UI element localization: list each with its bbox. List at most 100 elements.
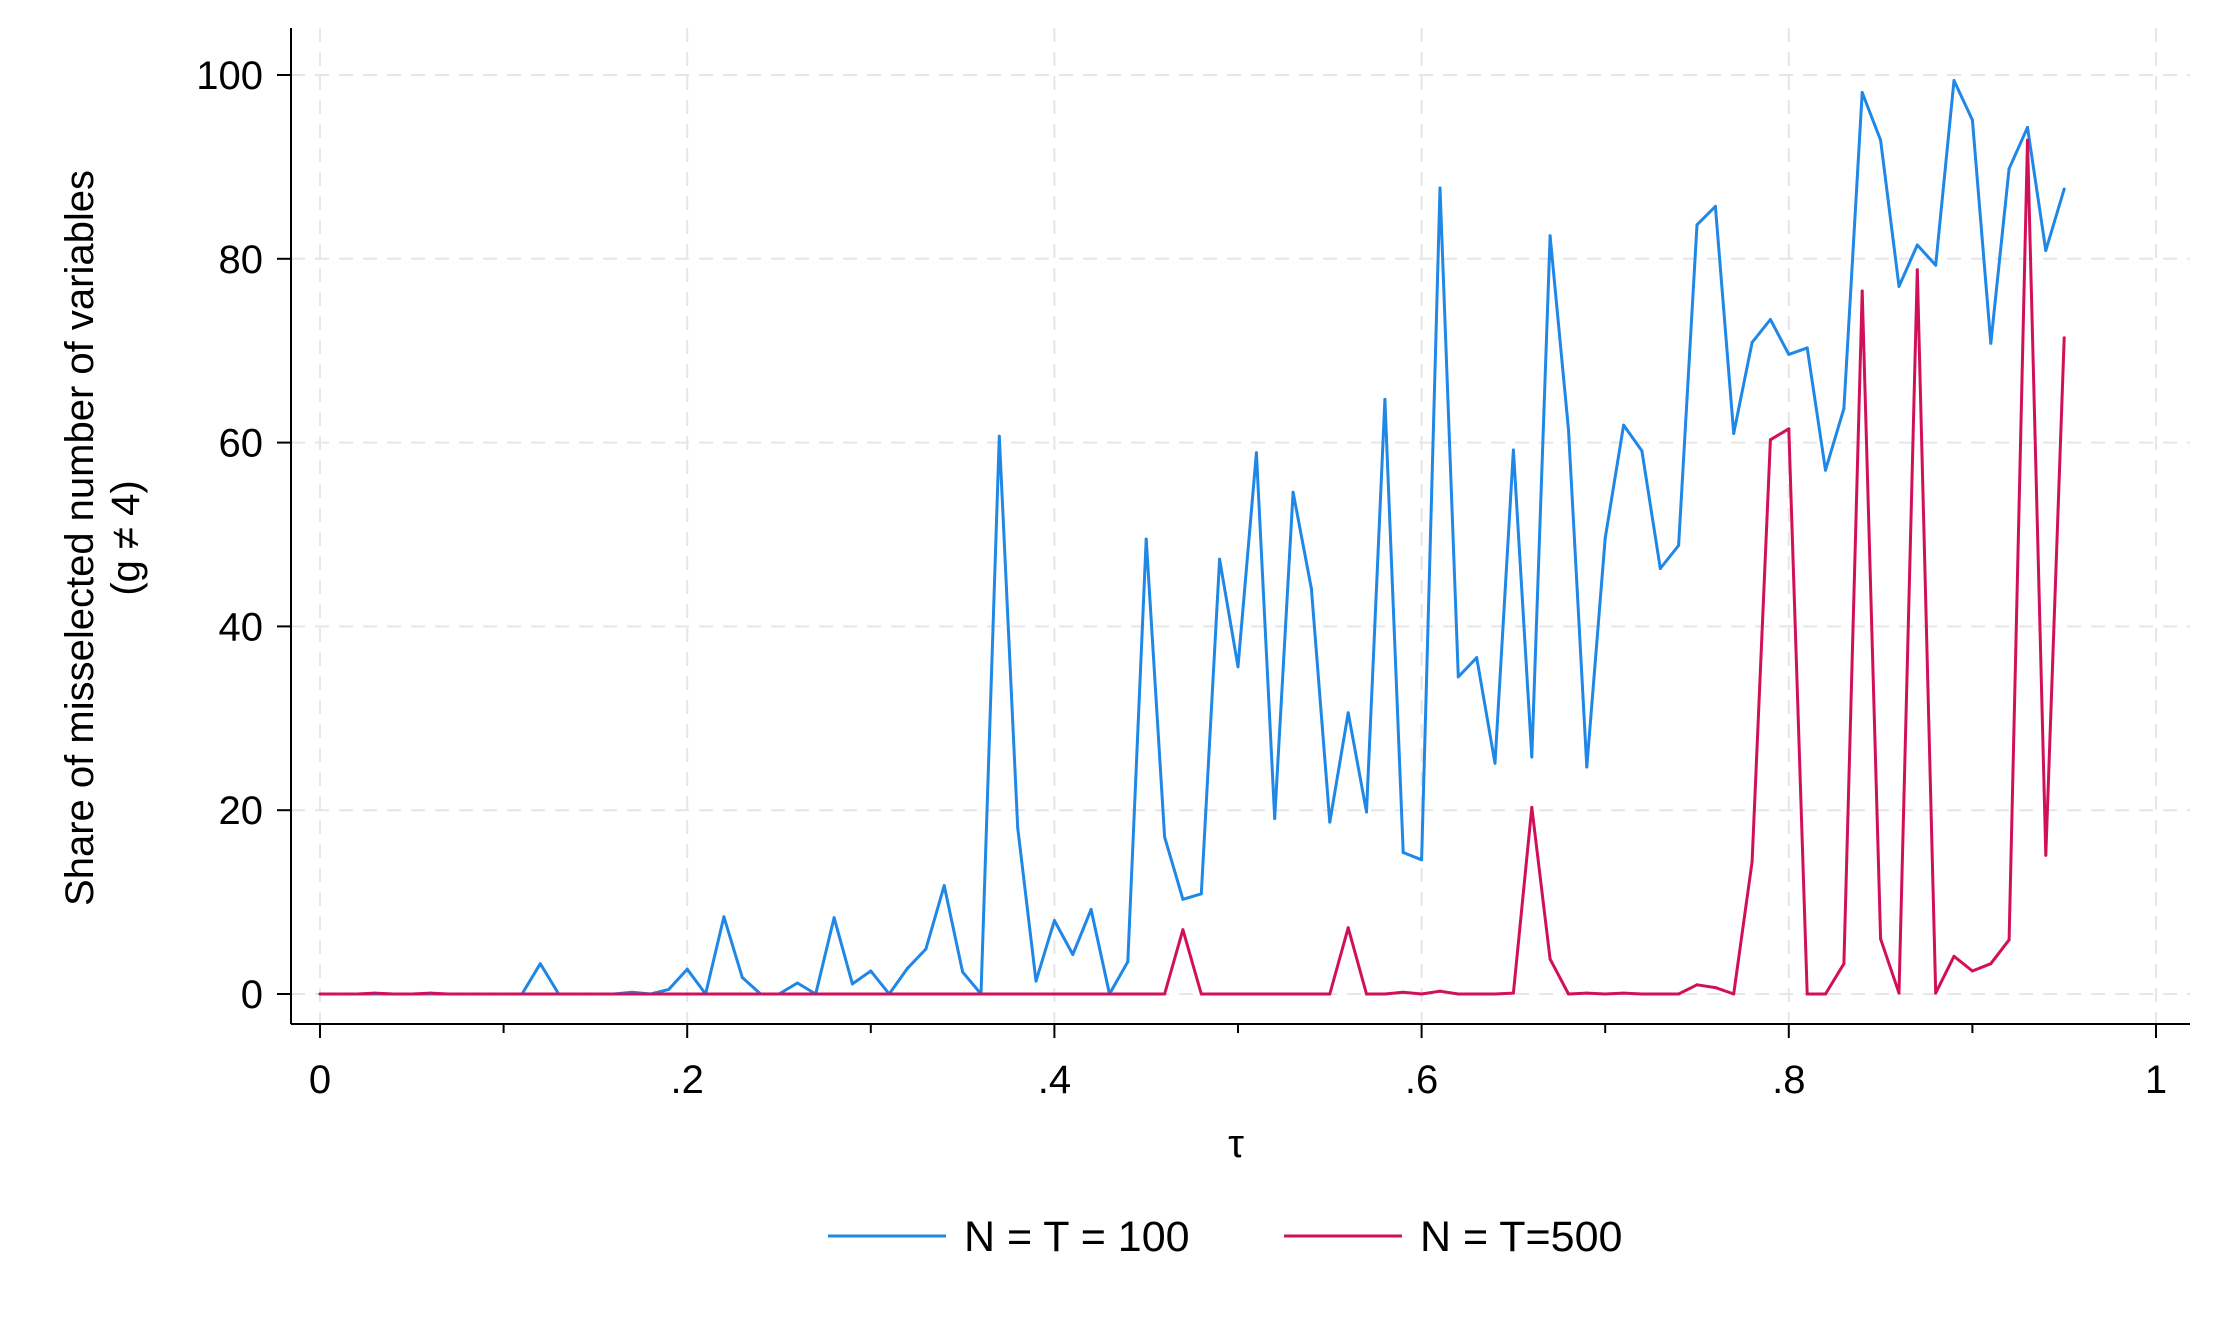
series-1-point <box>685 967 689 971</box>
series-2-point <box>1695 983 1699 987</box>
series-1-point <box>1603 536 1607 540</box>
x-tick-label: .6 <box>1405 1058 1438 1102</box>
axes <box>290 28 2190 1025</box>
series-2-point <box>740 992 744 996</box>
series-2-point <box>1530 805 1534 809</box>
series-2-point <box>538 992 542 996</box>
series-2-point <box>1126 992 1130 996</box>
series-2-point <box>1511 991 1515 995</box>
series-lines <box>320 79 2066 996</box>
series-2-point <box>318 992 322 996</box>
series-2-point <box>961 992 965 996</box>
x-tick-label: 0 <box>309 1058 331 1102</box>
series-2-point <box>869 992 873 996</box>
series-1-point <box>740 976 744 979</box>
series-1-point <box>1860 91 1864 94</box>
series-1-point <box>1034 979 1038 983</box>
series-1-point <box>795 981 799 985</box>
series-2-point <box>1768 438 1772 442</box>
series-1-point <box>1511 448 1515 452</box>
series-2-point <box>1401 990 1405 994</box>
series-1-point <box>1622 423 1626 427</box>
series-1-point <box>538 962 542 966</box>
series-1-point <box>906 966 909 970</box>
series-2-point <box>814 992 818 996</box>
series-2-point <box>1585 991 1589 995</box>
data-points <box>318 79 2066 996</box>
series-2-point <box>1548 957 1552 961</box>
series-2-point <box>373 991 377 995</box>
series-1-point <box>1879 138 1883 142</box>
series-2-point <box>1842 962 1846 966</box>
series-2-point <box>336 992 340 996</box>
series-2-point <box>2062 336 2066 340</box>
series-2-point <box>1034 992 1038 996</box>
series-2-point <box>1254 992 1258 996</box>
series-1-point <box>1750 340 1754 344</box>
series-2-point <box>722 992 726 996</box>
y-axis-title-line1: Share of misselected number of variables <box>58 170 102 906</box>
series-1-point <box>1677 544 1681 547</box>
series-1-point <box>1934 263 1938 267</box>
series-2-point <box>1677 992 1681 996</box>
series-2-point <box>1824 992 1827 996</box>
series-1-point <box>1695 223 1699 227</box>
series-2-point <box>887 992 891 996</box>
series-2-point <box>1970 969 1974 973</box>
series-2-point <box>1860 289 1864 293</box>
series-2-point <box>1273 992 1277 996</box>
series-1-point <box>1071 953 1075 956</box>
series-2-point <box>2026 138 2029 142</box>
series-2-point <box>1420 992 1424 996</box>
series-1-point <box>1640 449 1644 453</box>
series-2-point <box>795 992 799 996</box>
y-tick-label: 80 <box>219 238 264 282</box>
series-1-point <box>1163 835 1167 839</box>
y-tick-label: 40 <box>219 605 264 649</box>
series-2-point <box>777 992 781 996</box>
series-1-point <box>961 970 965 974</box>
series-1-point <box>1236 665 1240 669</box>
series-1-point <box>1420 858 1424 862</box>
series-1-point <box>1291 490 1295 494</box>
series-1-point <box>924 947 928 951</box>
x-tick-label: 1 <box>2145 1058 2167 1102</box>
series-2-point <box>759 992 763 996</box>
series-2-point <box>704 992 708 996</box>
series-2-point <box>1016 992 1020 996</box>
y-tick-label: 20 <box>219 789 264 833</box>
legend-label-series-2: N = T=500 <box>1420 1213 1622 1261</box>
series-2-point <box>850 992 854 996</box>
series-2-point <box>557 992 561 996</box>
series-2-point <box>1163 992 1167 996</box>
series-2-point <box>1658 992 1662 996</box>
series-1-point <box>832 916 836 920</box>
series-2-point <box>1199 992 1203 996</box>
series-1-point <box>1365 810 1368 814</box>
series-1-point <box>1346 711 1350 715</box>
series-2-point <box>1365 992 1368 996</box>
series-2-point <box>447 992 450 996</box>
series-1-point <box>869 969 873 973</box>
x-tick-label: .8 <box>1772 1058 1805 1102</box>
x-axis-title: τ <box>1228 1122 1244 1166</box>
series-1-point <box>1144 537 1148 541</box>
series-2-point <box>1181 928 1185 932</box>
series-1-point <box>1970 118 1974 122</box>
series-2-point <box>1383 992 1387 996</box>
series-2-point <box>1805 992 1809 996</box>
series-1-point <box>1273 817 1277 820</box>
series-2-point <box>1291 992 1295 996</box>
series-2-point <box>924 992 928 996</box>
series-1-point <box>1530 755 1534 759</box>
series-2-point <box>1915 268 1919 272</box>
series-2-point <box>1952 954 1956 958</box>
series-1-point <box>1181 897 1185 901</box>
series-2-point <box>2044 853 2048 857</box>
series-2-point <box>1309 992 1313 996</box>
series-1-point <box>2062 187 2066 191</box>
series-2-line <box>320 138 2066 996</box>
series-2-point <box>612 992 616 996</box>
series-2-point <box>1475 992 1479 996</box>
series-2-point <box>593 992 597 996</box>
